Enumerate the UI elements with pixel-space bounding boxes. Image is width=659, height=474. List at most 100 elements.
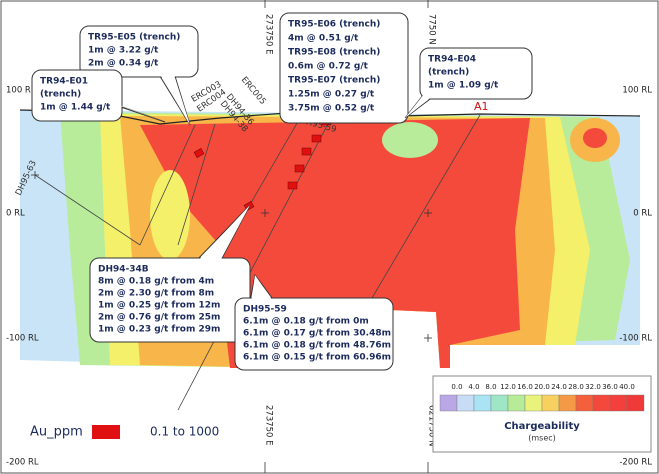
rl-label: 0 RL <box>6 209 25 219</box>
easting-label: 273750 E <box>264 405 274 446</box>
drillhole <box>247 117 301 209</box>
colorbar-cell <box>439 394 458 412</box>
callout-box <box>234 297 394 371</box>
colorbar-tick: 20.0 <box>534 383 550 391</box>
sample <box>311 134 322 143</box>
callout-text: 1m @ 3.22 g/t <box>88 46 159 56</box>
callout-text: 1m @ 1.44 g/t <box>40 103 111 113</box>
callout-text: 1m @ 0.25 g/t from 12m <box>98 301 220 311</box>
rl-label: 100 RL <box>622 86 652 96</box>
callout-box <box>31 69 123 122</box>
legend-range: 0.1 to 1000 <box>150 425 219 439</box>
callout-text: 6.1m @ 0.17 g/t from 30.48m <box>243 329 391 339</box>
rl-label: 0 RL <box>633 209 652 219</box>
colorbar-tick: 16.0 <box>517 383 533 391</box>
callout-text: 3.75m @ 0.52 g/t <box>288 104 375 114</box>
rl-label: -100 RL <box>6 334 39 344</box>
drillhole-label: A1 <box>474 100 489 113</box>
legend-swatch <box>92 425 120 439</box>
sample <box>193 148 205 158</box>
callout-box <box>279 12 409 124</box>
callouts: TR95-E05 (trench) 1m @ 3.22 g/t 2m @ 0.34 … <box>31 12 533 371</box>
colorbar-tick: 12.0 <box>500 383 516 391</box>
colorbar-cell <box>541 394 560 412</box>
colorbar-cell <box>575 394 594 412</box>
colorbar-box <box>432 375 652 453</box>
callout-text: 6.1m @ 0.18 g/t from 0m <box>243 317 369 327</box>
colorbar: 0.0 4.0 8.0 12.0 16.0 20.0 24.0 28.0 32.0 36.0 40.… <box>439 383 645 412</box>
callout-text: TR94-E01 <box>40 77 88 87</box>
low-patch <box>382 122 438 158</box>
callout-text: 1m @ 0.23 g/t from 29m <box>98 325 220 335</box>
colorbar-cell <box>473 394 492 412</box>
colorbar-cell <box>626 394 645 412</box>
sample <box>301 147 312 156</box>
legend: Au_ppm 0.1 to 1000 0.0 4.0 8.0 12.0 16.0 20.0… <box>30 375 652 453</box>
drillhole <box>371 114 481 299</box>
easting-label: 273750 E <box>264 14 274 55</box>
callout-text: 2m @ 2.30 g/t from 8m <box>98 289 214 299</box>
rl-label: 100 RL <box>6 86 36 96</box>
colorbar-cell <box>507 394 526 412</box>
callout-text: 2m @ 0.76 g/t from 25m <box>98 313 220 323</box>
callout-text: 4m @ 0.51 g/t <box>288 34 359 44</box>
callout-joint <box>405 79 449 118</box>
colorbar-cell <box>524 394 543 412</box>
callout-text: (trench) <box>40 90 81 100</box>
callout-text: 2m @ 0.34 g/t <box>88 59 159 69</box>
colorbar-tick: 40.0 <box>619 383 635 391</box>
rl-label: -200 RL <box>6 458 39 468</box>
axis-labels: 100 RL 0 RL -100 RL -200 RL 100 RL 0 RL … <box>6 14 652 468</box>
colorbar-title: Chargeability <box>504 421 580 432</box>
callout-text: DH94-34B <box>98 265 149 275</box>
colorbar-tick: 36.0 <box>602 383 618 391</box>
callout-joint <box>101 99 165 122</box>
colorbar-cell <box>592 394 611 412</box>
drillhole <box>177 123 216 246</box>
colorbar-unit: (msec) <box>528 434 556 443</box>
callout-text: TR95-E08 (trench) <box>288 48 380 58</box>
callout-text: TR95-E07 (trench) <box>288 76 380 86</box>
colorbar-tick: 32.0 <box>585 383 601 391</box>
sample <box>294 164 305 173</box>
callout-text: DH95-59 <box>243 305 287 315</box>
rl-label: -100 RL <box>619 334 652 344</box>
colorbar-cell <box>490 394 509 412</box>
callout-joint <box>251 275 274 303</box>
low-patch <box>150 170 190 260</box>
drillhole <box>139 124 196 246</box>
callout-text: 8m @ 0.18 g/t from 4m <box>98 277 214 287</box>
colorbar-tick: 0.0 <box>451 383 462 391</box>
callout-text: 1.25m @ 0.27 g/t <box>288 90 375 100</box>
colorbar-tick: 8.0 <box>485 383 496 391</box>
rl-label: -200 RL <box>619 458 652 468</box>
callout-text: TR95-E06 (trench) <box>288 20 380 30</box>
colorbar-cell <box>456 394 475 412</box>
colorbar-tick: 4.0 <box>468 383 479 391</box>
callout-text: 1m @ 1.09 g/t <box>428 81 499 91</box>
drillhole <box>177 119 331 411</box>
callout-text: 6.1m @ 0.15 g/t from 60.96m <box>243 353 391 363</box>
callout-text: (trench) <box>428 68 469 78</box>
anomaly-core <box>583 128 607 148</box>
colorbar-cell <box>558 394 577 412</box>
drillhole <box>34 174 141 246</box>
sample <box>287 181 298 190</box>
northing-label: 621750 N <box>427 405 437 447</box>
northing-label: 7750 N <box>427 14 437 45</box>
callout-text: TR94-E04 <box>428 55 476 65</box>
colorbar-tick: 24.0 <box>551 383 567 391</box>
grid-crosses <box>31 0 432 473</box>
callout-joint <box>196 205 250 263</box>
drillholes <box>34 114 481 411</box>
colorbar-tick: 28.0 <box>568 383 584 391</box>
callout-text: 6.1m @ 0.18 g/t from 48.76m <box>243 341 391 351</box>
legend-label: Au_ppm <box>30 425 83 440</box>
callout-joint <box>286 99 304 116</box>
colorbar-cell <box>609 394 628 412</box>
callout-text: TR95-E05 (trench) <box>88 33 180 43</box>
callout-box <box>419 47 533 100</box>
callout-text: 0.6m @ 0.72 g/t <box>288 62 369 72</box>
callout-joint <box>151 59 190 125</box>
